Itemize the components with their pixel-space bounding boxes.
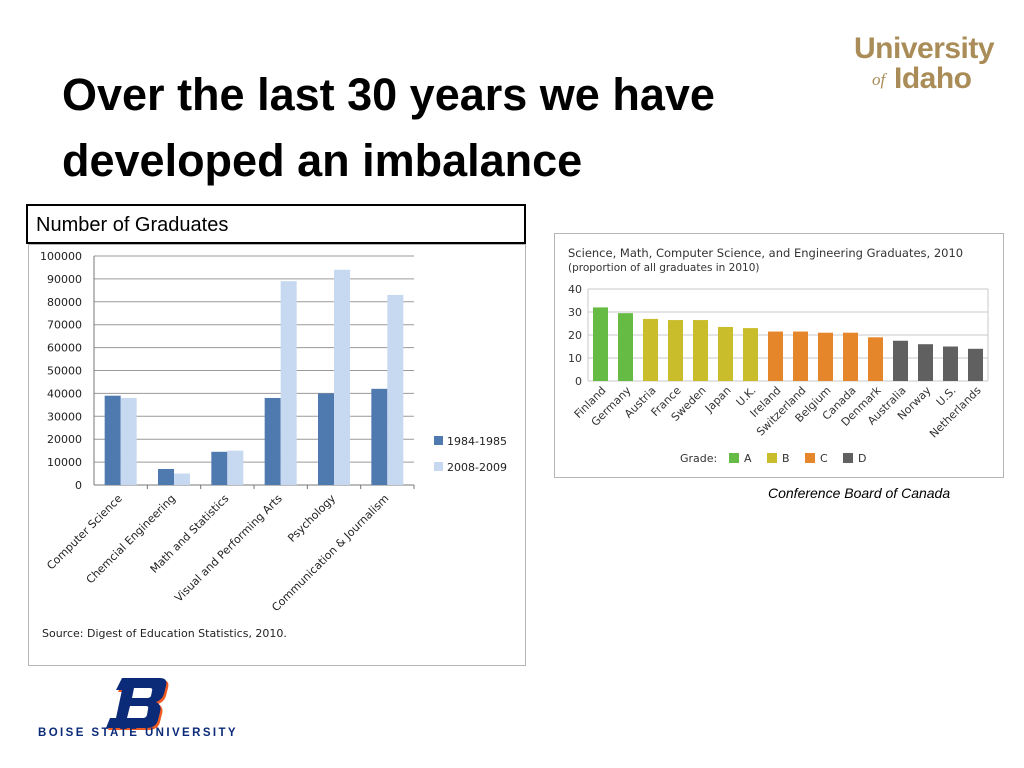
chart-title: Science, Math, Computer Science, and Eng…	[568, 246, 963, 260]
bar-Austria	[643, 318, 658, 381]
bar-Belgium	[818, 332, 833, 381]
bar-2008-2009	[334, 269, 350, 485]
y-tick-label: 40000	[47, 387, 82, 400]
legend-label: 1984-1985	[447, 435, 507, 448]
boise-state-logo	[106, 678, 169, 730]
bar-2008-2009	[387, 294, 404, 485]
legend-swatch	[843, 453, 853, 463]
bar-2008-2009	[227, 450, 244, 485]
y-tick-label: 80000	[47, 296, 82, 309]
legend-swatch	[729, 453, 739, 463]
y-tick-label: 20000	[47, 433, 82, 446]
bar-Australia	[893, 340, 908, 381]
x-tick-label: Chemcial Engineering	[84, 492, 178, 586]
y-tick-label: 50000	[47, 365, 82, 378]
bar-1984-1985	[158, 468, 174, 485]
y-tick-label: 70000	[47, 319, 82, 332]
chart-source: Source: Digest of Education Statistics, …	[42, 627, 287, 640]
bar-2008-2009	[280, 281, 297, 485]
bar-Finland	[593, 307, 608, 381]
bar-2008-2009	[120, 397, 137, 485]
bar-Switzerland	[793, 331, 808, 381]
x-tick-label: Psychology	[285, 492, 338, 545]
x-tick-label: Visual and Performing Arts	[172, 492, 285, 605]
logo-line-university: University	[854, 32, 995, 65]
legend-swatch	[767, 453, 777, 463]
y-tick-label: 40	[568, 283, 582, 296]
x-tick-label: Japan	[702, 384, 734, 416]
y-tick-label: 60000	[47, 342, 82, 355]
bar-1984-1985	[264, 397, 281, 485]
y-tick-label: 30000	[47, 410, 82, 423]
chart1-label-box: Number of Graduates	[26, 204, 526, 244]
y-tick-label: 0	[575, 375, 582, 388]
legend-label: A	[744, 452, 752, 465]
y-tick-label: 30	[568, 306, 582, 319]
bar-Germany	[618, 313, 633, 381]
chart-credit: Conference Board of Canada	[768, 485, 951, 501]
bar-Ireland	[768, 331, 783, 381]
y-tick-label: 0	[75, 479, 82, 492]
bar-U.K.	[743, 328, 758, 381]
legend-swatch	[434, 436, 443, 445]
legend-swatch	[805, 453, 815, 463]
boise-state-b-mark	[106, 678, 169, 730]
bar-2008-2009	[174, 473, 190, 485]
university-of-idaho-logo: University of Idaho	[846, 30, 996, 100]
y-tick-label: 10	[568, 352, 582, 365]
bar-France	[668, 320, 683, 381]
legend-label: D	[858, 452, 866, 465]
bar-1984-1985	[104, 395, 121, 485]
bar-Japan	[718, 326, 733, 381]
y-tick-label: 20	[568, 329, 582, 342]
bar-1984-1985	[371, 388, 388, 485]
legend-label: C	[820, 452, 828, 465]
chart-subtitle: (proportion of all graduates in 2010)	[568, 262, 759, 274]
y-tick-label: 100000	[40, 250, 82, 263]
bar-Norway	[918, 344, 933, 381]
legend-swatch	[434, 462, 443, 471]
bar-1984-1985	[318, 393, 334, 485]
bar-Denmark	[868, 337, 883, 381]
slide-title: Over the last 30 years we have developed…	[62, 69, 715, 186]
legend-label: 2008-2009	[447, 461, 507, 474]
boise-state-wordmark: BOISE STATE UNIVERSITY	[38, 727, 238, 739]
y-tick-label: 10000	[47, 456, 82, 469]
logo-line-of: of	[872, 70, 886, 89]
y-tick-label: 90000	[47, 273, 82, 286]
graduates-by-field-chart: 0 10000 20000 30000 40000 50000 60000 70000 8000…	[40, 250, 507, 640]
x-tick-label: Communication & Journalism	[269, 492, 391, 614]
bar-U.S.	[943, 346, 958, 381]
bar-Netherlands	[968, 348, 983, 381]
bar-Canada	[843, 332, 858, 381]
legend-title: Grade:	[680, 452, 717, 465]
logo-line-idaho: Idaho	[894, 62, 972, 95]
legend-label: B	[782, 452, 790, 465]
bar-Sweden	[693, 320, 708, 381]
stem-graduates-chart: Science, Math, Computer Science, and Eng…	[568, 246, 989, 465]
bar-1984-1985	[211, 451, 228, 485]
